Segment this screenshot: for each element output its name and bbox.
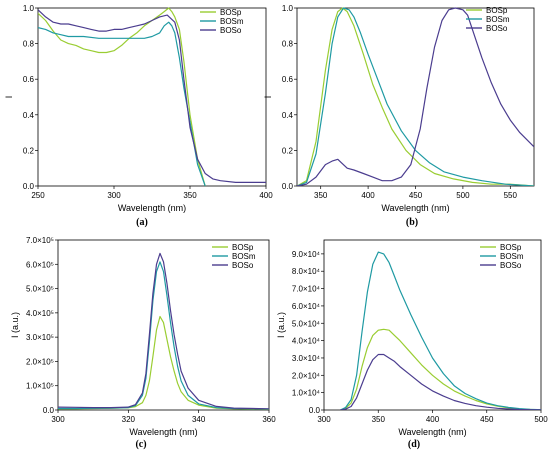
panel-4: 300 350 400 450 500 0.0 1.0×10⁴ 2.0×10⁴ 3.0×10⁴ 4… [276,239,548,450]
y-tick-label: 1.0×10⁴ [292,389,321,398]
legend-label-boso: BOSo [232,261,254,270]
panel-3: 300 320 340 360 0.0 1.0×10⁵ 2.0×10⁵ 3.0×10⁵ 4.0×… [10,236,276,450]
y-tick-label: 3.0×10⁴ [292,354,321,363]
panel-1: 250 300 350 400 0.0 0.2 0.4 0.6 0.8 1.0 Wavelength… [4,4,273,228]
series-line-bosm [340,251,541,410]
x-axis-title: Wavelength (nm) [381,203,449,213]
y-tick-label: 3.0×10⁵ [26,333,54,342]
y-axis-title: I (a.u.) [276,312,286,338]
series-line-boso [340,353,541,410]
y-tick-label: 0.4 [23,111,35,120]
x-tick-label: 300 [107,191,121,200]
x-tick-label: 500 [456,191,470,200]
legend-label-bosm: BOSm [500,252,524,261]
y-tick-label: 6.0×10⁴ [292,302,321,311]
y-tick-label: 0.4 [282,111,294,120]
x-axis-title: Wavelength (nm) [398,427,466,437]
y-tick-label: 7.0×10⁴ [292,285,321,294]
series-line-boso [297,7,534,186]
y-tick-label: 0.0 [282,182,294,191]
legend-label-bosp: BOSp [220,8,242,17]
y-tick-label: 5.0×10⁴ [292,319,321,328]
x-tick-label: 300 [317,415,331,424]
y-tick-label: 0.6 [23,75,35,84]
legend-label-bosp: BOSp [486,6,508,15]
x-tick-label: 400 [361,191,375,200]
series-line-bosp [297,7,534,186]
plot-frame [37,7,267,187]
y-tick-label: 6.0×10⁵ [26,260,54,269]
y-tick-label: 0.6 [282,75,294,84]
y-tick-label: 7.0×10⁵ [26,236,54,245]
series-line-bosp [38,7,206,186]
x-axis-title: Wavelength (nm) [129,427,197,437]
x-tick-label: 350 [372,415,386,424]
legend-label-boso: BOSo [500,261,522,270]
legend-label-bosp: BOSp [232,243,254,252]
panel-label: (d) [408,439,420,450]
x-tick-label: 300 [51,415,65,424]
panel-label: (a) [136,217,148,228]
y-tick-label: 2.0×10⁴ [292,371,321,380]
x-tick-label: 450 [409,191,423,200]
y-tick-label: 5.0×10⁵ [26,285,54,294]
series-line-boso [38,9,266,183]
y-tick-label: 1.0×10⁵ [26,382,54,391]
y-tick-label: 0.8 [282,40,294,49]
x-tick-label: 250 [31,191,45,200]
y-tick-label: 1.0 [282,4,294,13]
x-tick-label: 450 [480,415,494,424]
y-tick-label: 1.0 [23,4,35,13]
legend-label-bosm: BOSm [220,17,244,26]
series-line-boso [58,252,269,410]
legend-label-bosp: BOSp [500,243,522,252]
x-axis-title: Wavelength (nm) [118,203,186,213]
y-axis-title: I [4,96,14,99]
x-tick-label: 400 [426,415,440,424]
x-tick-label: 320 [122,415,136,424]
x-tick-label: 400 [259,191,273,200]
y-tick-label: 0.0 [23,182,35,191]
series-line-bosp [58,315,269,410]
y-tick-label: 4.0×10⁴ [292,337,321,346]
y-axis-title: I (a.u.) [10,312,20,338]
legend-label-bosm: BOSm [486,15,510,24]
x-tick-label: 360 [262,415,276,424]
y-tick-label: 9.0×10⁴ [292,250,321,259]
y-tick-label: 2.0×10⁵ [26,357,54,366]
x-tick-label: 350 [314,191,328,200]
y-tick-label: 0.0 [309,406,321,415]
series-line-bosm [297,7,534,186]
y-tick-label: 0.2 [282,146,294,155]
legend-label-bosm: BOSm [232,252,256,261]
y-tick-label: 0.2 [23,146,35,155]
x-tick-label: 500 [534,415,548,424]
y-axis-title: I [263,96,273,99]
x-tick-label: 350 [183,191,197,200]
series-line-bosm [58,261,269,410]
x-tick-label: 550 [504,191,518,200]
y-tick-label: 0.0 [43,406,55,415]
panel-label: (c) [135,439,146,450]
y-tick-label: 0.8 [23,40,35,49]
x-tick-label: 340 [192,415,206,424]
series-line-bosm [38,21,206,186]
plot-frame [57,239,270,411]
panel-label: (b) [406,217,418,228]
y-tick-label: 8.0×10⁴ [292,267,321,276]
legend-label-boso: BOSo [220,26,242,35]
y-tick-label: 4.0×10⁵ [26,309,54,318]
legend-label-boso: BOSo [486,24,508,33]
panel-2: 350 400 450 500 550 0.0 0.2 0.4 0.6 0.8 1.0 Wavelen… [263,4,535,228]
